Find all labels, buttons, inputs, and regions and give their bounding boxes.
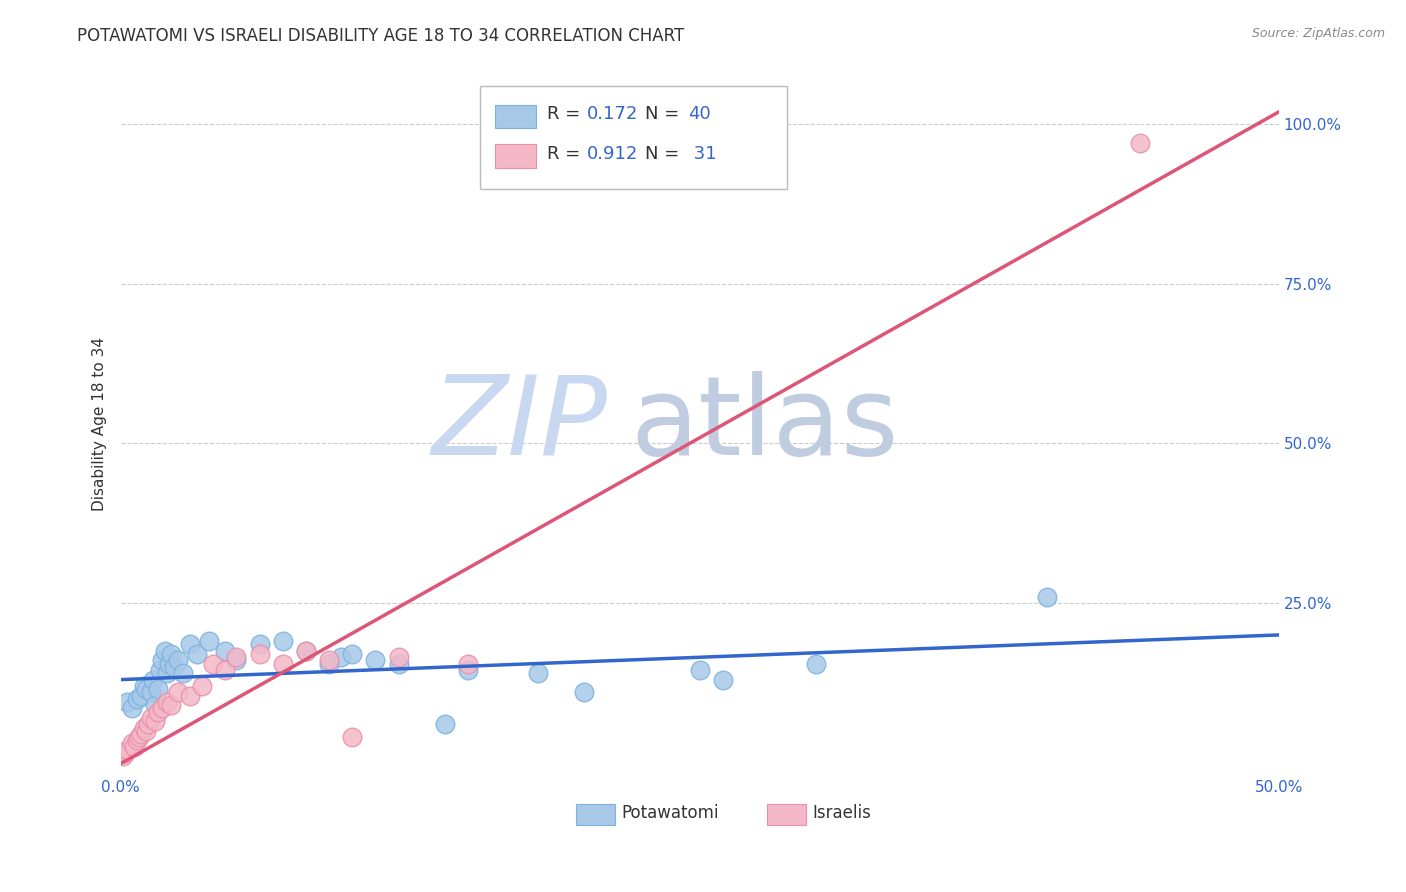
Text: 0.912: 0.912 xyxy=(588,145,638,162)
Point xyxy=(121,701,143,715)
Point xyxy=(186,647,208,661)
Point xyxy=(139,685,162,699)
Point xyxy=(342,647,364,661)
Point xyxy=(457,663,479,677)
Point xyxy=(225,650,247,665)
Point xyxy=(157,657,180,671)
Point xyxy=(804,657,827,671)
Point xyxy=(318,657,340,671)
Point xyxy=(167,653,190,667)
Point xyxy=(197,634,219,648)
Point xyxy=(114,746,136,760)
Text: ZIP: ZIP xyxy=(432,371,607,478)
Point xyxy=(202,657,225,671)
Text: 0.172: 0.172 xyxy=(588,104,638,123)
Point xyxy=(143,698,166,713)
Point xyxy=(329,650,352,665)
Text: R =: R = xyxy=(547,145,586,162)
Point xyxy=(124,739,146,754)
Point xyxy=(190,679,212,693)
Point xyxy=(125,691,148,706)
Text: atlas: atlas xyxy=(630,371,898,478)
Point xyxy=(135,723,157,738)
Point xyxy=(214,644,236,658)
Point xyxy=(249,638,271,652)
FancyBboxPatch shape xyxy=(495,104,537,128)
Text: 31: 31 xyxy=(688,145,717,162)
Point xyxy=(128,730,150,744)
Point xyxy=(146,682,169,697)
Point xyxy=(457,657,479,671)
Point xyxy=(160,647,183,661)
Point xyxy=(121,736,143,750)
Y-axis label: Disability Age 18 to 34: Disability Age 18 to 34 xyxy=(93,337,107,511)
Point xyxy=(136,717,159,731)
Point xyxy=(139,711,162,725)
Point xyxy=(295,644,318,658)
Text: N =: N = xyxy=(645,104,685,123)
Point xyxy=(342,730,364,744)
Point xyxy=(214,663,236,677)
Point xyxy=(1036,590,1059,604)
Point xyxy=(271,657,294,671)
Point xyxy=(153,644,176,658)
Point xyxy=(689,663,711,677)
Point xyxy=(117,695,139,709)
Point xyxy=(179,689,201,703)
Text: Source: ZipAtlas.com: Source: ZipAtlas.com xyxy=(1251,27,1385,40)
Point xyxy=(163,660,186,674)
Point xyxy=(711,673,734,687)
Point xyxy=(364,653,387,667)
Text: POTAWATOMI VS ISRAELI DISABILITY AGE 18 TO 34 CORRELATION CHART: POTAWATOMI VS ISRAELI DISABILITY AGE 18 … xyxy=(77,27,685,45)
Point xyxy=(132,679,155,693)
Point xyxy=(249,647,271,661)
Text: N =: N = xyxy=(645,145,685,162)
Text: Israelis: Israelis xyxy=(813,805,870,822)
Point xyxy=(387,650,409,665)
Point xyxy=(135,682,157,697)
Point xyxy=(125,733,148,747)
FancyBboxPatch shape xyxy=(479,86,786,189)
Point xyxy=(433,717,456,731)
Point xyxy=(172,666,194,681)
Point xyxy=(156,695,179,709)
Point xyxy=(225,653,247,667)
Text: R =: R = xyxy=(547,104,586,123)
Point xyxy=(572,685,595,699)
Point xyxy=(156,666,179,681)
Point xyxy=(167,685,190,699)
Point xyxy=(142,673,165,687)
Point xyxy=(150,701,173,715)
Point xyxy=(526,666,548,681)
FancyBboxPatch shape xyxy=(576,805,616,824)
Point xyxy=(179,638,201,652)
Point xyxy=(146,705,169,719)
Point xyxy=(111,749,134,764)
Point xyxy=(149,663,172,677)
Point xyxy=(131,689,153,703)
Point xyxy=(117,743,139,757)
Point xyxy=(150,653,173,667)
Point xyxy=(1129,136,1152,151)
Text: 40: 40 xyxy=(688,104,711,123)
Point xyxy=(295,644,318,658)
Point xyxy=(143,714,166,728)
Text: Potawatomi: Potawatomi xyxy=(621,805,718,822)
FancyBboxPatch shape xyxy=(495,144,537,168)
Point xyxy=(132,721,155,735)
Point xyxy=(318,653,340,667)
FancyBboxPatch shape xyxy=(766,805,806,824)
Point xyxy=(160,698,183,713)
Point xyxy=(131,727,153,741)
Point xyxy=(387,657,409,671)
Point xyxy=(271,634,294,648)
